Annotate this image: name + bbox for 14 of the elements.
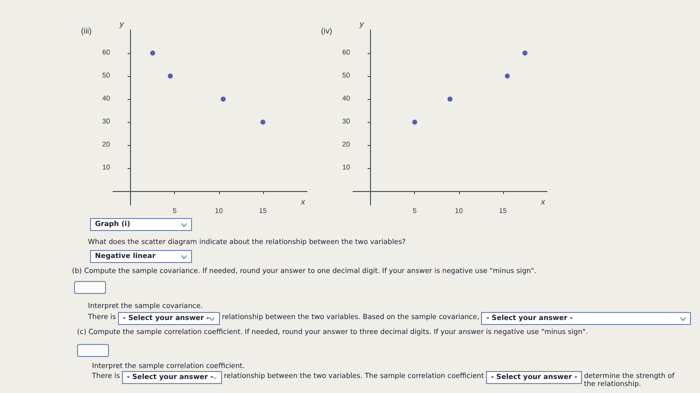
point (448, 96, 452, 102)
point (522, 50, 528, 56)
point (168, 74, 173, 79)
y-axis-title: y (118, 20, 125, 28)
point (150, 50, 156, 56)
chart-title: (iii) (81, 26, 92, 36)
point (504, 74, 510, 79)
point (412, 120, 418, 125)
point (220, 96, 226, 102)
x-axis-title: x (300, 198, 306, 207)
x-axis-title: x (540, 198, 546, 207)
y-axis-title: y (358, 20, 365, 28)
point (260, 120, 266, 125)
chart-title: (iv) (321, 26, 332, 36)
